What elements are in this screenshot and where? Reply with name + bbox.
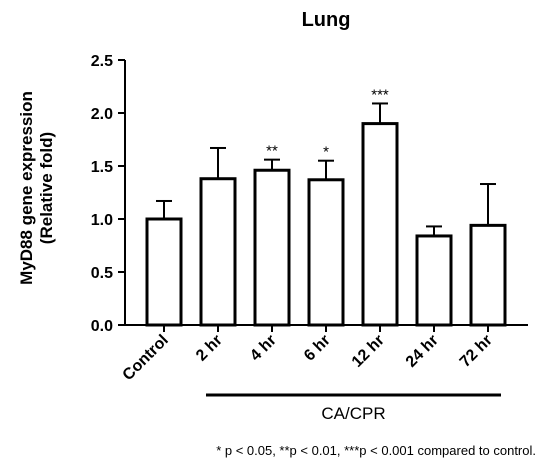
bar-2-hr [201,179,235,325]
x-tick-label: 4 hr [247,332,280,365]
y-tick-label: 1.5 [91,159,113,176]
chart-title: Lung [302,9,351,31]
bar-72-hr [471,225,505,325]
y-tick-label: 2.0 [91,106,113,123]
y-tick-label: 0.5 [91,265,113,282]
x-tick-label: 2 hr [193,332,226,365]
y-axis-title: MyD88 gene expression (Relative fold) [17,91,56,285]
x-ticks: Control 2 hr 4 hr 6 hr 12 hr 24 hr 72 hr [120,325,496,384]
y-tick-label: 0.0 [91,318,113,335]
y-tick-label: 1.0 [91,212,113,229]
significance-label: * [323,144,329,161]
significance-label: *** [371,86,389,103]
y-axis-title-line1: MyD88 gene expression [17,91,36,285]
x-tick-label: 72 hr [457,332,496,371]
bar-6-hr [309,180,343,325]
y-axis-title-line2: (Relative fold) [37,132,56,244]
x-tick-label: 6 hr [301,332,334,365]
x-tick-label: Control [120,332,172,384]
bar-control [147,219,181,325]
significance-label: ** [266,143,278,160]
y-tick-label: 2.5 [91,53,113,70]
bar-24-hr [417,236,451,325]
y-ticks: 0.0 0.5 1.0 1.5 2.0 2.5 [91,53,125,335]
bar-4-hr [255,170,289,325]
footnote: * p < 0.05, **p < 0.01, ***p < 0.001 com… [216,443,536,458]
group-label: CA/CPR [321,404,385,423]
bars: ** **** [147,86,505,325]
x-tick-label: 12 hr [349,332,388,371]
x-tick-label: 24 hr [403,332,442,371]
bar-12-hr [363,124,397,325]
